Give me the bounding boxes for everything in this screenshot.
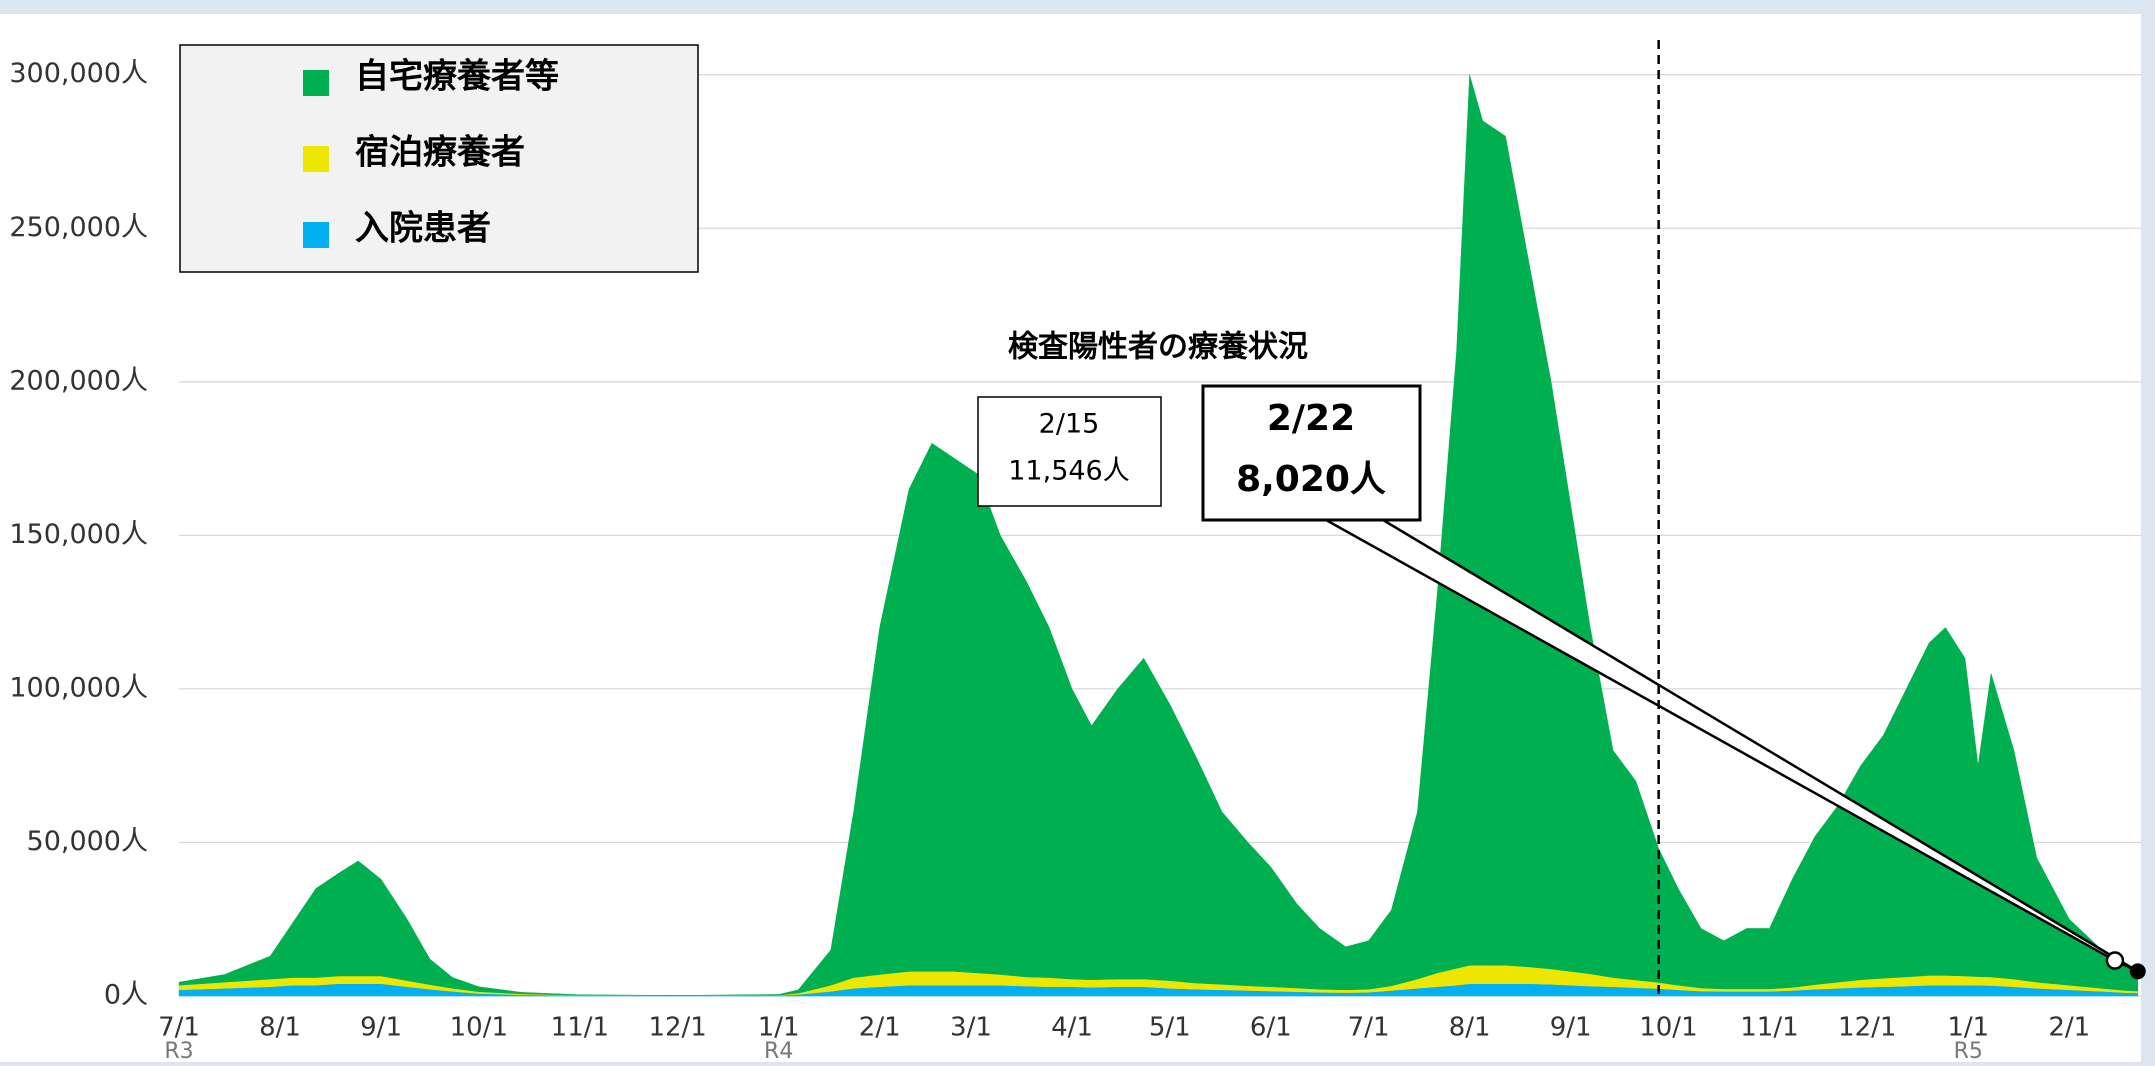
era-label: R4 bbox=[764, 1039, 793, 1062]
x-tick-label: 5/1 bbox=[1149, 1013, 1191, 1043]
annotation-point bbox=[2105, 951, 2125, 970]
x-tick-label: 3/1 bbox=[950, 1013, 992, 1043]
annotation-box bbox=[1201, 384, 1422, 522]
y-tick-label: 250,000人 bbox=[9, 212, 148, 243]
annotation-value: 11,546人 bbox=[1008, 456, 1129, 487]
era-label: R3 bbox=[164, 1039, 193, 1062]
y-tick-label: 300,000人 bbox=[9, 58, 148, 89]
x-tick-label: 1/1 bbox=[758, 1013, 800, 1043]
legend-swatch bbox=[303, 146, 329, 172]
x-tick-label: 7/1 bbox=[158, 1013, 200, 1043]
x-tick-label: 9/1 bbox=[1550, 1013, 1592, 1043]
x-tick-label: 8/1 bbox=[1449, 1013, 1491, 1043]
legend-swatch bbox=[303, 222, 329, 248]
y-tick-label: 150,000人 bbox=[9, 519, 148, 550]
x-tick-label: 12/1 bbox=[1838, 1013, 1896, 1043]
x-tick-label: 11/1 bbox=[551, 1013, 609, 1043]
era-label: R5 bbox=[1954, 1039, 1983, 1062]
legend-label: 入院患者 bbox=[355, 209, 491, 249]
x-tick-label: 6/1 bbox=[1250, 1013, 1292, 1043]
legend-box bbox=[179, 44, 699, 273]
legend-swatch bbox=[303, 70, 329, 96]
annotation-date: 2/22 bbox=[1267, 398, 1355, 439]
annotation-value: 8,020人 bbox=[1236, 459, 1386, 500]
legend-label: 自宅療養者等 bbox=[355, 57, 559, 97]
x-tick-label: 10/1 bbox=[1639, 1013, 1697, 1043]
x-tick-label: 10/1 bbox=[450, 1013, 508, 1043]
x-tick-label: 1/1 bbox=[1947, 1013, 1989, 1043]
x-tick-label: 2/1 bbox=[859, 1013, 901, 1043]
annotation-date: 2/15 bbox=[1039, 409, 1100, 440]
y-tick-label: 100,000人 bbox=[9, 672, 148, 703]
annotation-point bbox=[2129, 963, 2146, 980]
area bbox=[178, 74, 2138, 996]
y-tick-label: 50,000人 bbox=[27, 826, 148, 857]
x-tick-label: 8/1 bbox=[259, 1013, 301, 1043]
y-tick-label: 0人 bbox=[104, 980, 148, 1011]
x-tick-label: 7/1 bbox=[1348, 1013, 1390, 1043]
legend-label: 宿泊療養者 bbox=[355, 133, 525, 173]
x-tick-label: 9/1 bbox=[360, 1013, 402, 1043]
x-tick-label: 11/1 bbox=[1740, 1013, 1798, 1043]
chart-title: 検査陽性者の療養状況 bbox=[1008, 330, 1308, 365]
annotation-box bbox=[977, 396, 1162, 507]
x-tick-label: 4/1 bbox=[1051, 1013, 1093, 1043]
x-tick-label: 2/1 bbox=[2048, 1013, 2090, 1043]
x-tick-label: 12/1 bbox=[648, 1013, 706, 1043]
y-tick-label: 200,000人 bbox=[9, 365, 148, 396]
